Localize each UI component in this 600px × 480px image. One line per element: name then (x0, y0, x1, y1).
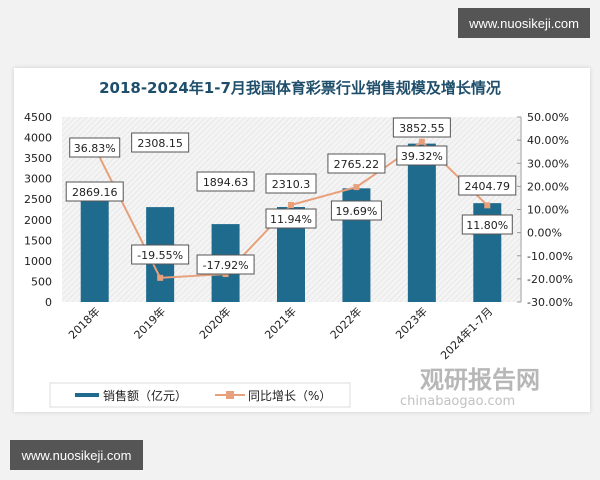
bar-label: 2404.79 (465, 180, 511, 193)
y-left-tick: 1500 (24, 234, 52, 247)
y-right-tick: 40.00% (527, 134, 569, 147)
growth-label: -17.92% (203, 259, 249, 272)
y-left-tick: 4500 (24, 111, 52, 124)
bar-label: 2310.3 (272, 178, 311, 191)
logo-watermark-sub: chinabaogao.com (400, 394, 515, 409)
x-tick: 2020年 (196, 304, 233, 341)
watermark-bottom: www.nuosikeji.com (10, 440, 143, 470)
y-left-tick: 3000 (24, 173, 52, 186)
bar-label: 1894.63 (203, 176, 249, 189)
bar (80, 184, 109, 302)
bar-label-box (458, 175, 517, 196)
x-tick: 2019年 (131, 304, 168, 341)
legend-line-label: 同比增长（%） (248, 389, 331, 403)
growth-label-box (196, 254, 255, 275)
y-left-tick: 500 (31, 275, 52, 288)
bar-label: 2308.15 (137, 137, 183, 150)
growth-label-box (396, 145, 448, 166)
growth-point (288, 202, 294, 209)
y-right-tick: -30.00% (527, 296, 573, 309)
bar-label-box (65, 181, 124, 202)
y-right-tick: 10.00% (527, 204, 569, 217)
growth-label: 11.94% (270, 213, 312, 226)
y-right-tick: 30.00% (527, 157, 569, 170)
y-left-tick: 2500 (24, 193, 52, 206)
legend-bar-swatch (75, 393, 99, 397)
x-tick: 2023年 (393, 304, 430, 341)
x-tick: 2021年 (262, 304, 299, 341)
growth-label: -19.55% (137, 249, 183, 262)
y-left-tick: 1000 (24, 255, 52, 268)
legend-bar-label: 销售额（亿元） (103, 388, 187, 403)
y-left-tick: 0 (45, 296, 52, 309)
y-right-tick: 50.00% (527, 111, 569, 124)
chart-title: 2018-2024年1-7月我国体育彩票行业销售规模及增长情况 (99, 79, 501, 97)
legend (49, 382, 351, 408)
bar-label-box (327, 153, 386, 174)
y-left-tick: 2000 (24, 214, 52, 227)
growth-label: 11.80% (466, 219, 508, 232)
growth-label-box (265, 208, 317, 229)
bar-label: 3852.55 (399, 122, 445, 135)
bar-label-box (196, 171, 255, 192)
bar-label: 2869.16 (72, 186, 118, 199)
bar-label-box (265, 173, 317, 194)
y-right-tick: 0.00% (527, 227, 562, 240)
growth-label: 19.69% (335, 205, 377, 218)
growth-label-box (330, 200, 382, 221)
growth-label-box (461, 214, 513, 235)
x-tick: 2018年 (65, 304, 102, 341)
growth-label: 36.83% (74, 142, 116, 155)
growth-label: 39.32% (401, 150, 443, 163)
bar-label-box (131, 132, 190, 153)
logo-watermark: 观研报告网 (420, 366, 540, 394)
growth-point (418, 138, 425, 145)
growth-label-box (69, 137, 121, 158)
y-left-tick: 3500 (24, 152, 52, 165)
bar (407, 143, 436, 302)
bar-label-box (392, 117, 451, 138)
x-tick: 2022年 (327, 304, 364, 341)
watermark-top: www.nuosikeji.com (458, 8, 590, 38)
growth-point (353, 184, 360, 191)
legend-line-marker (226, 391, 234, 399)
x-tick: 2024年1-7月 (437, 304, 495, 362)
y-right-tick: 20.00% (527, 180, 569, 193)
y-right-tick: -20.00% (527, 273, 573, 286)
growth-label-box (131, 244, 190, 265)
bar-label: 2765.22 (334, 158, 380, 171)
y-left-tick: 4000 (24, 132, 52, 145)
growth-point (484, 202, 491, 209)
y-right-tick: -10.00% (527, 250, 573, 263)
growth-point (157, 274, 164, 281)
